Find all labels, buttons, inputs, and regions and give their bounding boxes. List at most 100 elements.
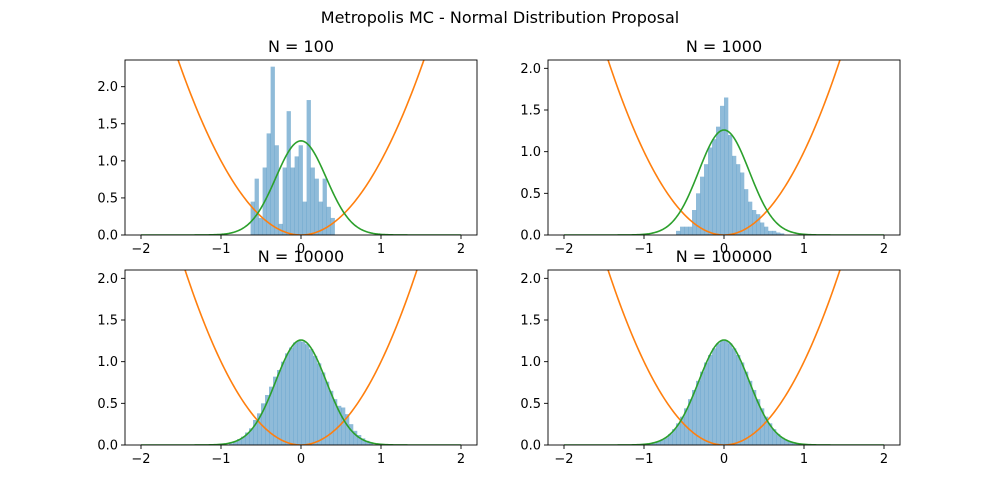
histogram-bar xyxy=(760,222,765,235)
histogram-bar xyxy=(233,441,238,445)
histogram-bar xyxy=(322,178,327,235)
y-tick-label: 0.5 xyxy=(97,397,118,412)
histogram-bar xyxy=(740,362,745,445)
histogram-bar xyxy=(285,353,290,445)
x-tick-label: 2 xyxy=(880,242,888,257)
histogram-bar xyxy=(720,105,725,235)
histogram-bar xyxy=(289,347,294,445)
histogram-bar xyxy=(357,435,362,445)
histogram-bar xyxy=(333,399,338,445)
histogram-bar xyxy=(257,413,262,445)
histogram-bar xyxy=(696,193,701,235)
histogram-bar xyxy=(748,380,753,445)
histogram-bar xyxy=(736,164,741,235)
histogram-bar xyxy=(712,348,717,445)
histogram-bar xyxy=(301,341,306,445)
subplot-n100000: −2 −1 0 1 2 0.0 0.5 1.0 1.5 2.0 N = 100000 xyxy=(520,247,901,467)
histogram-bar xyxy=(313,355,318,445)
histogram-bar xyxy=(281,361,286,445)
histogram-bar xyxy=(265,395,270,445)
y-tick-label: 1.5 xyxy=(97,117,118,132)
plot-area xyxy=(141,60,461,235)
x-tick-label: −1 xyxy=(211,452,230,467)
y-tick-label: 0.0 xyxy=(520,229,541,244)
histogram-bar xyxy=(314,178,319,235)
x-tick-label: 0 xyxy=(720,242,728,257)
histogram-bar xyxy=(318,201,323,235)
y-tick-label: 1.5 xyxy=(520,314,541,329)
histogram-bar xyxy=(680,416,685,445)
histogram-bar xyxy=(716,343,721,445)
x-tick-label: −1 xyxy=(634,452,653,467)
histogram-bar xyxy=(708,355,713,445)
histogram-bar xyxy=(744,189,749,235)
histogram-bar xyxy=(341,407,346,445)
histogram-bar xyxy=(748,201,753,235)
y-tick-label: 2.0 xyxy=(520,272,541,287)
subplot-title: N = 1000 xyxy=(686,37,762,56)
potential-line xyxy=(177,60,425,235)
histogram-bar xyxy=(237,439,242,445)
x-tick-label: −1 xyxy=(211,242,230,257)
x-tick-label: 1 xyxy=(377,452,385,467)
histogram-bar xyxy=(258,217,263,235)
histogram-bar xyxy=(652,442,657,445)
histogram-bar xyxy=(326,206,331,235)
x-tick-label: 2 xyxy=(880,452,888,467)
x-tick-label: 0 xyxy=(720,452,728,467)
histogram-bar xyxy=(676,230,681,235)
histogram-bar xyxy=(672,429,677,445)
histogram-bar xyxy=(273,376,278,445)
histogram-bar xyxy=(728,343,733,445)
x-tick-label: −2 xyxy=(131,452,150,467)
plot-area xyxy=(141,270,461,445)
histogram-bar xyxy=(302,201,307,235)
histogram-bar xyxy=(704,362,709,445)
y-tick-label: 1.5 xyxy=(520,104,541,119)
histogram-bar xyxy=(254,178,259,235)
x-tick-label: 0 xyxy=(297,452,305,467)
subplot-n100: −2 −1 0 1 2 0.0 0.5 1.0 1.5 2.0 N = 100 xyxy=(97,37,478,257)
histogram-bar xyxy=(724,97,729,235)
histogram-bar xyxy=(788,441,793,445)
histogram-bar xyxy=(716,126,721,235)
histogram-bar xyxy=(740,172,745,235)
y-tick-label: 1.0 xyxy=(97,154,118,169)
subplot-title: N = 10000 xyxy=(258,247,344,266)
histogram-bar xyxy=(309,349,314,445)
histogram-bar xyxy=(293,342,298,445)
histogram-bar xyxy=(732,348,737,445)
histogram-bar xyxy=(290,167,295,235)
y-tick-label: 0.0 xyxy=(97,229,118,244)
histogram-bar xyxy=(744,371,749,445)
histogram-bar xyxy=(229,443,234,445)
y-tick-label: 0.0 xyxy=(97,439,118,454)
subplot-n10000: −2 −1 0 1 2 0.0 0.5 1.0 1.5 2.0 N = 10000 xyxy=(97,247,478,467)
y-tick-label: 2.0 xyxy=(97,272,118,287)
y-tick-label: 1.0 xyxy=(520,145,541,160)
y-tick-label: 2.0 xyxy=(97,80,118,95)
y-tick-label: 2.0 xyxy=(520,62,541,77)
histogram-bar xyxy=(345,414,350,445)
histogram-bar xyxy=(321,372,326,445)
histogram-bar xyxy=(712,139,717,235)
y-tick-label: 0.5 xyxy=(520,187,541,202)
histogram-bar xyxy=(780,437,785,445)
histogram-bar xyxy=(684,226,689,235)
histogram-bar xyxy=(784,440,789,445)
histogram-bar xyxy=(369,442,374,445)
x-tick-label: 1 xyxy=(377,242,385,257)
histogram-bar xyxy=(353,430,358,445)
histogram-bar xyxy=(752,390,757,445)
histogram-bar xyxy=(282,167,287,235)
histogram-bar xyxy=(764,226,769,235)
histogram-bar xyxy=(728,135,733,235)
x-tick-label: −2 xyxy=(554,452,573,467)
x-tick-label: 1 xyxy=(800,242,808,257)
histogram-bar xyxy=(688,399,693,445)
y-tick-label: 1.5 xyxy=(97,314,118,329)
histogram-bar xyxy=(772,429,777,445)
subplot-n1000: −2 −1 0 1 2 0.0 0.5 1.0 1.5 2.0 N = 1000 xyxy=(520,37,901,257)
histogram-bar xyxy=(310,167,315,235)
